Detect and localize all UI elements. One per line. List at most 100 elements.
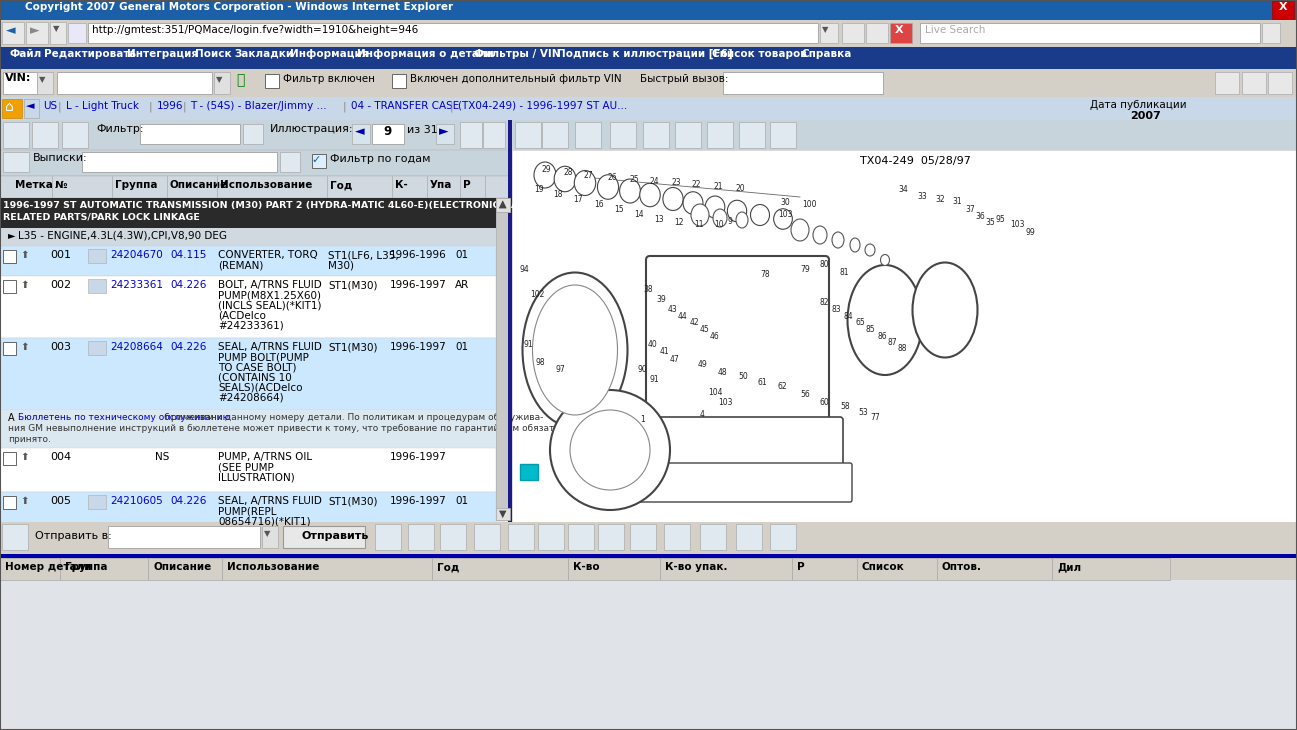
Bar	[0, 558, 60, 580]
Text: Быстрый вызов:: Быстрый вызов:	[639, 74, 729, 84]
Text: #24233361): #24233361)	[218, 320, 284, 330]
Bar	[0, 69, 1297, 97]
Text: 79: 79	[800, 265, 809, 274]
Text: 001: 001	[51, 250, 71, 260]
Bar	[57, 72, 211, 94]
Ellipse shape	[850, 238, 860, 252]
Text: 83: 83	[831, 305, 842, 314]
Bar	[148, 558, 222, 580]
Text: (TX04-249) - 1996-1997 ST AU...: (TX04-249) - 1996-1997 ST AU...	[458, 101, 628, 111]
Bar	[0, 228, 495, 246]
Bar	[88, 23, 818, 43]
Text: 97: 97	[555, 365, 564, 374]
Ellipse shape	[706, 196, 725, 218]
Text: 30: 30	[779, 198, 790, 207]
Text: 004: 004	[51, 452, 71, 462]
Text: ▼: ▼	[217, 75, 223, 84]
Text: 91: 91	[524, 340, 533, 349]
Text: Фильтр по годам: Фильтр по годам	[329, 154, 431, 164]
Bar	[243, 124, 263, 144]
Bar	[0, 338, 495, 410]
Text: 04.226: 04.226	[170, 342, 206, 352]
Text: Р: Р	[796, 562, 804, 572]
Text: |: |	[57, 101, 61, 112]
Bar	[575, 122, 601, 148]
Text: Интеграция: Интеграция	[127, 49, 198, 59]
Text: 77: 77	[870, 413, 879, 422]
Text: Поиск: Поиск	[195, 49, 231, 59]
Text: 24208664: 24208664	[110, 342, 163, 352]
Text: Отправить в:: Отправить в:	[35, 531, 112, 541]
Text: Р: Р	[463, 180, 471, 190]
Text: 16: 16	[594, 200, 603, 209]
Bar	[568, 558, 660, 580]
Text: ►: ►	[8, 230, 16, 240]
Text: L35 - ENGINE,4.3L(4.3W),CPI,V8,90 DEG: L35 - ENGINE,4.3L(4.3W),CPI,V8,90 DEG	[18, 230, 227, 240]
Bar	[3, 342, 16, 355]
Text: Фильтры / VIN: Фильтры / VIN	[473, 49, 560, 59]
Text: 1996-1997: 1996-1997	[390, 342, 446, 352]
Bar	[770, 524, 796, 550]
Text: Live Search: Live Search	[925, 25, 986, 35]
Bar	[542, 122, 568, 148]
Bar	[262, 526, 278, 548]
Bar	[0, 522, 1297, 554]
Text: 48: 48	[719, 368, 728, 377]
Text: 58: 58	[840, 402, 850, 411]
FancyBboxPatch shape	[637, 417, 843, 483]
Text: |: |	[342, 101, 346, 112]
Text: BOLT, A/TRNS FLUID: BOLT, A/TRNS FLUID	[218, 280, 322, 290]
Text: принято.: принято.	[8, 435, 51, 444]
Bar	[3, 280, 16, 293]
Text: 1996-1997: 1996-1997	[390, 452, 446, 462]
Text: ◄: ◄	[355, 125, 364, 138]
Text: |: |	[450, 101, 454, 112]
Bar	[674, 122, 700, 148]
Ellipse shape	[751, 204, 769, 226]
Ellipse shape	[735, 212, 748, 228]
Ellipse shape	[913, 263, 978, 358]
Bar	[372, 124, 403, 144]
Ellipse shape	[663, 188, 684, 210]
Text: из 31: из 31	[407, 125, 438, 135]
Text: 1996-1996: 1996-1996	[390, 250, 446, 260]
Text: 19: 19	[534, 185, 543, 194]
Bar	[0, 20, 1297, 47]
Text: 49: 49	[698, 360, 708, 369]
Text: 103: 103	[719, 398, 733, 407]
Text: Отправить: Отправить	[302, 531, 370, 541]
Bar	[88, 249, 106, 263]
Text: К-во упак.: К-во упак.	[665, 562, 728, 572]
Bar	[3, 99, 22, 118]
Text: ⬆: ⬆	[19, 452, 29, 462]
Text: L - Light Truck: L - Light Truck	[66, 101, 139, 111]
Text: 85: 85	[866, 325, 875, 334]
Text: Номер детали: Номер детали	[5, 562, 92, 572]
Text: 90: 90	[638, 365, 647, 374]
Text: 01: 01	[455, 496, 468, 506]
Text: 32: 32	[935, 195, 944, 204]
Text: (INCLS SEAL)(*KIT1): (INCLS SEAL)(*KIT1)	[218, 300, 322, 310]
Bar	[920, 23, 1259, 43]
Bar	[108, 526, 259, 548]
Text: 🚙: 🚙	[236, 73, 244, 87]
Text: 86: 86	[877, 332, 887, 341]
Text: ILLUSTRATION): ILLUSTRATION)	[218, 472, 294, 482]
Text: ▲: ▲	[499, 199, 507, 209]
Bar	[473, 524, 501, 550]
Text: №: №	[54, 180, 67, 190]
Bar	[436, 124, 454, 144]
Text: PUMP(M8X1.25X60): PUMP(M8X1.25X60)	[218, 290, 320, 300]
Bar	[214, 72, 230, 94]
Bar	[700, 524, 726, 550]
Text: #24208664): #24208664)	[218, 392, 284, 402]
Bar	[630, 524, 656, 550]
Bar	[3, 72, 38, 94]
Bar	[0, 198, 495, 228]
Text: 01: 01	[455, 250, 468, 260]
Bar	[0, 276, 495, 338]
Text: |: |	[149, 101, 153, 112]
Text: Описание: Описание	[170, 180, 228, 190]
Text: PUMP BOLT(PUMP: PUMP BOLT(PUMP	[218, 352, 309, 362]
Text: M30): M30)	[328, 260, 354, 270]
